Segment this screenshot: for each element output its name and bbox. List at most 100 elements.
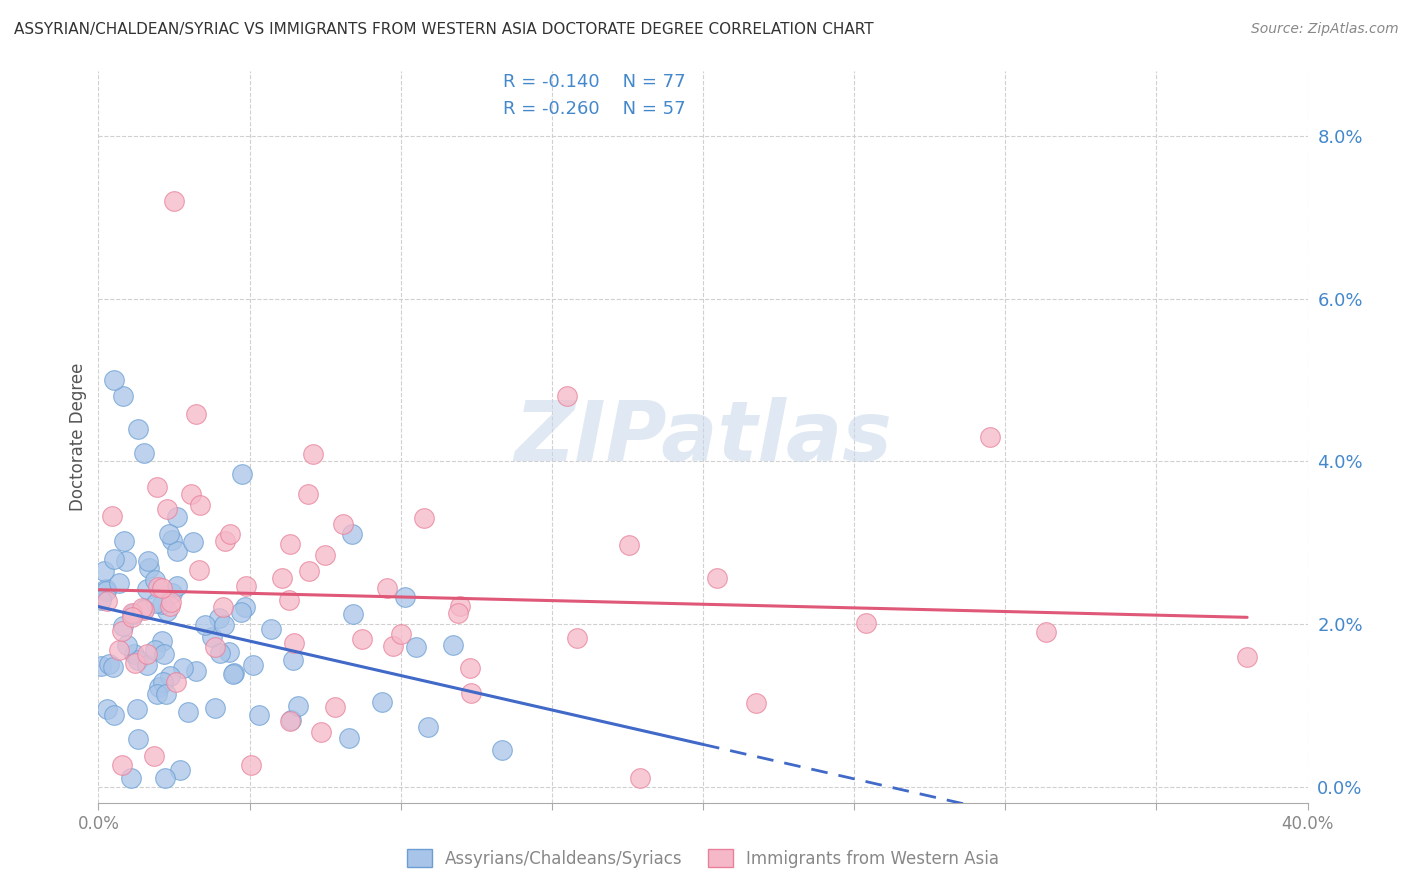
Point — [491, 743, 513, 757]
Point — [115, 554, 138, 568]
Point — [136, 647, 159, 661]
Point — [124, 657, 146, 671]
Point — [172, 660, 194, 674]
Point — [148, 581, 170, 595]
Point — [93, 564, 115, 578]
Point — [103, 551, 125, 566]
Point — [323, 700, 346, 714]
Legend: Assyrians/Chaldeans/Syriacs, Immigrants from Western Asia: Assyrians/Chaldeans/Syriacs, Immigrants … — [406, 849, 1000, 868]
Point — [190, 499, 212, 513]
Point — [458, 661, 481, 675]
Point — [287, 698, 309, 713]
Point — [212, 600, 235, 615]
Point — [314, 549, 336, 563]
Point — [111, 624, 134, 638]
Point — [132, 603, 155, 617]
Point — [96, 582, 118, 597]
Point — [96, 702, 118, 716]
Point — [201, 630, 224, 644]
Point — [208, 646, 231, 660]
Point — [370, 695, 392, 709]
Point — [127, 653, 149, 667]
Point — [745, 696, 768, 710]
Point — [297, 487, 319, 501]
Point — [156, 501, 179, 516]
Point — [204, 640, 226, 655]
Point — [146, 687, 169, 701]
Point — [150, 581, 173, 595]
Point — [204, 701, 226, 715]
Text: ZIPatlas: ZIPatlas — [515, 397, 891, 477]
Point — [146, 480, 169, 494]
Point — [555, 389, 578, 403]
Point — [177, 705, 200, 719]
Point — [136, 657, 159, 672]
Point — [165, 675, 187, 690]
Point — [337, 731, 360, 745]
Point — [183, 535, 205, 549]
Point — [148, 680, 170, 694]
Point — [222, 667, 245, 681]
Point — [218, 645, 240, 659]
Point — [224, 665, 246, 680]
Point — [127, 702, 149, 716]
Text: R = -0.260    N = 57: R = -0.260 N = 57 — [503, 100, 686, 118]
Point — [127, 731, 149, 746]
Text: ASSYRIAN/CHALDEAN/SYRIAC VS IMMIGRANTS FROM WESTERN ASIA DOCTORATE DEGREE CORREL: ASSYRIAN/CHALDEAN/SYRIAC VS IMMIGRANTS F… — [14, 22, 873, 37]
Point — [101, 508, 124, 523]
Point — [150, 597, 173, 611]
Point — [150, 634, 173, 648]
Point — [160, 533, 183, 547]
Point — [271, 571, 294, 585]
Point — [145, 596, 167, 610]
Point — [377, 581, 399, 595]
Point — [152, 675, 174, 690]
Point — [169, 763, 191, 777]
Point — [194, 617, 217, 632]
Point — [188, 563, 211, 577]
Point — [159, 595, 181, 609]
Point — [565, 631, 588, 645]
Point — [115, 638, 138, 652]
Point — [132, 446, 155, 460]
Point — [108, 575, 131, 590]
Point — [297, 564, 319, 578]
Point — [979, 430, 1001, 444]
Point — [619, 538, 641, 552]
Point — [416, 720, 439, 734]
Point — [184, 665, 207, 679]
Point — [103, 708, 125, 723]
Point — [389, 627, 412, 641]
Point — [233, 600, 256, 615]
Point — [136, 554, 159, 568]
Point — [166, 579, 188, 593]
Point — [112, 534, 135, 549]
Point — [103, 660, 125, 674]
Point — [138, 561, 160, 575]
Point — [278, 537, 301, 551]
Point — [134, 601, 156, 615]
Point — [309, 725, 332, 739]
Point — [242, 657, 264, 672]
Point — [184, 407, 207, 421]
Point — [441, 638, 464, 652]
Point — [156, 604, 179, 618]
Point — [166, 510, 188, 524]
Point — [231, 605, 253, 619]
Point — [121, 772, 143, 786]
Point — [160, 586, 183, 600]
Point — [280, 713, 302, 727]
Point — [90, 658, 112, 673]
Point — [447, 606, 470, 620]
Point — [108, 642, 131, 657]
Text: Source: ZipAtlas.com: Source: ZipAtlas.com — [1251, 22, 1399, 37]
Point — [121, 606, 143, 620]
Point — [340, 527, 363, 541]
Point — [157, 526, 180, 541]
Point — [111, 757, 134, 772]
Point — [90, 592, 112, 607]
Point — [127, 422, 149, 436]
Point — [231, 467, 253, 481]
Point — [394, 590, 416, 604]
Point — [131, 600, 153, 615]
